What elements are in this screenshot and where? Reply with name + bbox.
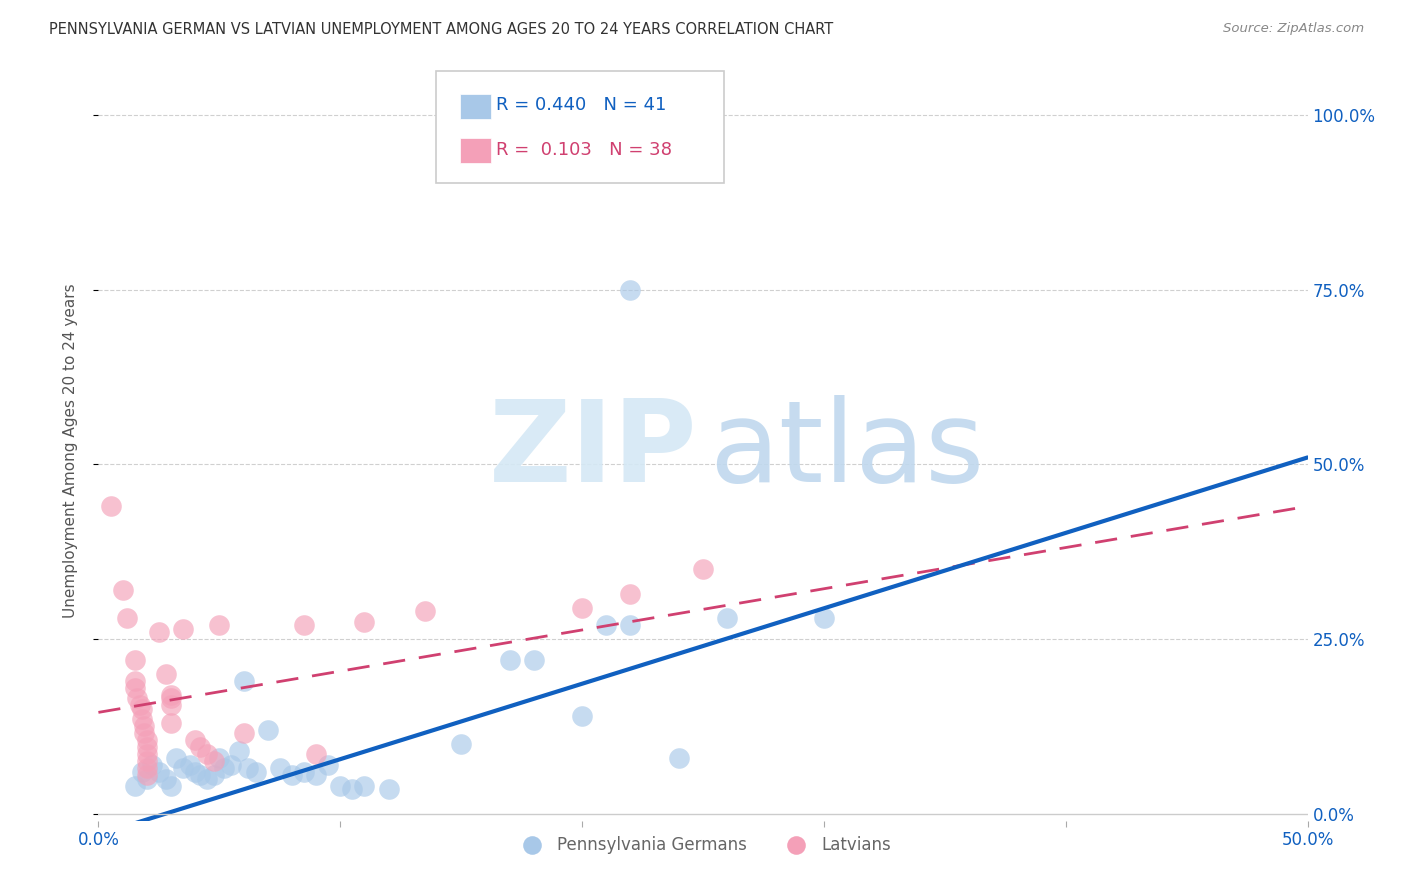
Point	[172, 761, 194, 775]
Point	[134, 719, 156, 733]
Point	[195, 747, 218, 762]
Point	[342, 782, 364, 797]
Point	[135, 761, 157, 775]
Y-axis label: Unemployment Among Ages 20 to 24 years: Unemployment Among Ages 20 to 24 years	[63, 283, 77, 618]
Point	[127, 691, 149, 706]
Point	[117, 611, 139, 625]
Point	[413, 604, 436, 618]
Point	[160, 779, 183, 793]
Text: PENNSYLVANIA GERMAN VS LATVIAN UNEMPLOYMENT AMONG AGES 20 TO 24 YEARS CORRELATIO: PENNSYLVANIA GERMAN VS LATVIAN UNEMPLOYM…	[49, 22, 834, 37]
Point	[619, 587, 641, 601]
Point	[228, 744, 250, 758]
Point	[245, 764, 267, 779]
Point	[619, 283, 641, 297]
Point	[131, 702, 153, 716]
Point	[353, 779, 375, 793]
Point	[450, 737, 472, 751]
Point	[111, 583, 134, 598]
Point	[571, 600, 593, 615]
Point	[813, 611, 835, 625]
Point	[135, 754, 157, 768]
Point	[305, 768, 328, 782]
Point	[204, 768, 226, 782]
Point	[523, 653, 546, 667]
Text: R =  0.103   N = 38: R = 0.103 N = 38	[496, 141, 672, 159]
Point	[269, 761, 291, 775]
Point	[160, 691, 183, 706]
Point	[716, 611, 738, 625]
Point	[124, 779, 146, 793]
Point	[135, 733, 157, 747]
Point	[195, 772, 218, 786]
Legend: Pennsylvania Germans, Latvians: Pennsylvania Germans, Latvians	[508, 829, 898, 861]
Point	[124, 673, 146, 688]
Point	[316, 757, 339, 772]
Point	[135, 772, 157, 786]
Point	[135, 747, 157, 762]
Point	[377, 782, 399, 797]
Point	[232, 726, 254, 740]
Point	[184, 764, 207, 779]
Point	[329, 779, 352, 793]
Point	[232, 673, 254, 688]
Point	[128, 698, 150, 713]
Point	[292, 618, 315, 632]
Point	[124, 681, 146, 695]
Point	[208, 751, 231, 765]
Point	[692, 562, 714, 576]
Point	[172, 622, 194, 636]
Point	[179, 757, 201, 772]
Point	[353, 615, 375, 629]
Point	[212, 761, 235, 775]
Point	[148, 625, 170, 640]
Point	[124, 653, 146, 667]
Point	[165, 751, 187, 765]
Point	[571, 709, 593, 723]
Point	[135, 740, 157, 755]
Point	[131, 712, 153, 726]
Point	[148, 764, 170, 779]
Point	[155, 667, 177, 681]
Point	[141, 757, 163, 772]
Text: atlas: atlas	[709, 395, 984, 506]
Point	[100, 500, 122, 514]
Point	[221, 757, 243, 772]
Point	[256, 723, 278, 737]
Point	[155, 772, 177, 786]
Point	[498, 653, 520, 667]
Point	[160, 698, 183, 713]
Point	[305, 747, 328, 762]
Point	[135, 768, 157, 782]
Point	[188, 740, 211, 755]
Text: R = 0.440   N = 41: R = 0.440 N = 41	[496, 96, 666, 114]
Point	[292, 764, 315, 779]
Point	[160, 688, 183, 702]
Point	[619, 618, 641, 632]
Point	[184, 733, 207, 747]
Point	[204, 754, 226, 768]
Point	[208, 618, 231, 632]
Point	[668, 751, 690, 765]
Point	[238, 761, 260, 775]
Point	[595, 618, 617, 632]
Point	[131, 764, 153, 779]
Text: ZIP: ZIP	[488, 395, 697, 506]
Text: Source: ZipAtlas.com: Source: ZipAtlas.com	[1223, 22, 1364, 36]
Point	[160, 715, 183, 730]
Point	[281, 768, 304, 782]
Point	[188, 768, 211, 782]
Point	[134, 726, 156, 740]
